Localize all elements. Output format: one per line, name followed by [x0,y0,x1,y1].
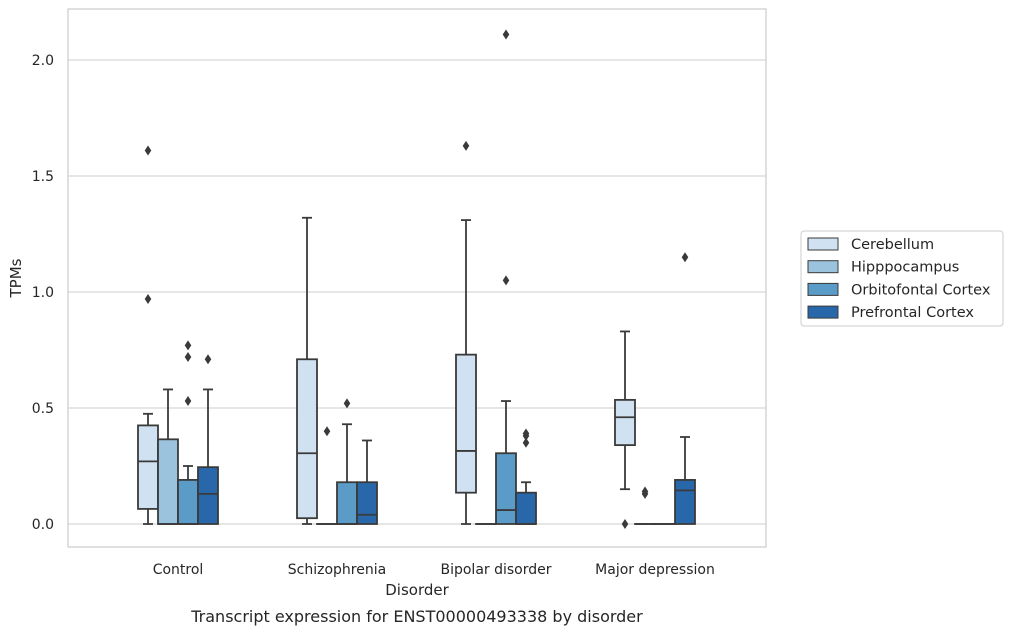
outlier-point [522,428,530,439]
legend-label: Cerebellum [851,237,934,253]
x-tick-label: Major depression [595,562,715,578]
legend-label: Prefrontal Cortex [851,305,974,321]
legend-label: Hipppocampus [851,260,959,276]
outlier-point [204,354,212,365]
outlier-point [641,486,649,497]
box-body [296,358,318,520]
outlier-point [621,519,629,529]
outlier-point [144,145,152,156]
box-0-0 [137,145,159,525]
box-1-1 [316,426,338,525]
box-1-3 [634,486,656,525]
y-tick-label: 2.0 [32,53,54,69]
box-body [455,353,477,494]
x-tick-label: Schizophrenia [288,562,386,578]
outlier-point [462,140,470,151]
outlier-point [502,29,510,40]
box-0-3 [614,330,636,529]
box-body [674,479,696,525]
box-body [157,438,179,525]
y-axis-label: TPMs [7,258,25,298]
legend-items: Cerebellum Hipppocampus Orbitofontal Corte… [807,237,991,321]
box-body [495,452,517,525]
outlier-point [502,275,510,286]
box-body [356,481,378,525]
box-3-1 [356,439,378,525]
legend: Cerebellum Hipppocampus Orbitofontal Corte… [800,230,1004,327]
box-3-3 [674,252,696,525]
legend-swatch [807,260,839,274]
y-tick-label: 0.5 [32,401,54,417]
x-tick-label: Control [153,562,204,578]
outlier-point [681,252,689,263]
boxes-layer [137,29,696,529]
plot-frame [67,8,767,548]
box-body [515,491,537,525]
box-body [614,398,636,447]
box-3-0 [197,354,219,525]
legend-swatch [807,237,839,251]
x-tick-label: Bipolar disorder [440,562,551,578]
legend-label: Orbitofontal Cortex [851,282,991,298]
outlier-point [184,340,192,351]
y-tick-labels: 0.0 0.5 1.0 1.5 2.0 [32,53,54,533]
box-body [177,479,199,525]
y-tick-label: 0.0 [32,517,54,533]
outlier-point [184,351,192,362]
y-tick-label: 1.0 [32,285,54,301]
box-2-1 [336,398,358,525]
outlier-point [343,398,351,409]
box-3-2 [515,428,537,525]
y-tick-label: 1.5 [32,169,54,185]
box-1-0 [157,388,179,525]
legend-frame [800,230,1004,327]
box-0-2 [455,140,477,525]
outlier-point [184,396,192,407]
outlier-point [522,437,530,448]
legend-swatch [807,282,839,296]
box-body [197,466,219,525]
x-axis-label: Disorder [385,581,449,599]
box-0-1 [296,216,318,525]
box-2-0 [177,340,199,525]
box-body [336,481,358,525]
outlier-point [144,293,152,304]
box-body [137,424,159,510]
chart-title: Transcript expression for ENST0000049333… [190,607,643,626]
outlier-point [323,426,331,437]
box-2-2 [495,29,517,525]
legend-swatch [807,305,839,319]
x-tick-labels: Control Schizophrenia Bipolar disorder Majo… [153,562,715,578]
